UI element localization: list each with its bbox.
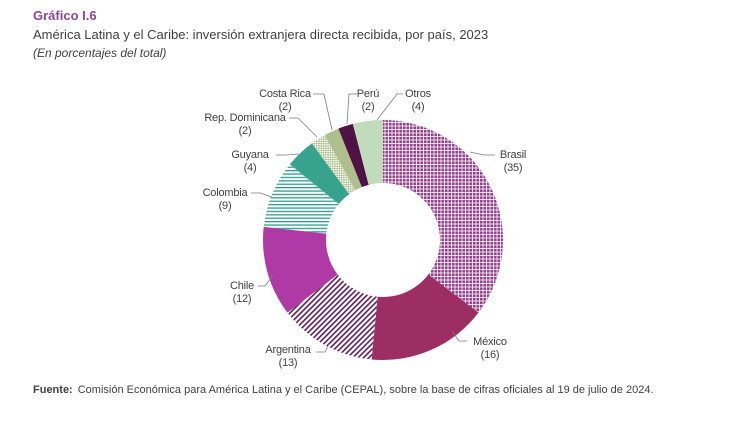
- leader-line-colombia: [251, 192, 273, 198]
- chart-subtitle: (En porcentajes del total): [33, 45, 167, 60]
- slice-mexico: [371, 274, 479, 360]
- slice-brasil: [383, 120, 503, 313]
- source-note: Fuente: Comisión Económica para América L…: [33, 384, 713, 396]
- leader-line-otros: [376, 93, 403, 121]
- label-peru: Perú (2): [357, 88, 380, 113]
- label-rep-dominicana: Rep. Dominicana (2): [204, 112, 286, 137]
- label-guyana: Guyana (4): [231, 149, 269, 174]
- label-chile: Chile (12): [230, 280, 254, 305]
- source-label: Fuente:: [33, 384, 73, 396]
- slice-rep-dominicana: [311, 135, 356, 195]
- leader-line-guyana: [276, 153, 300, 156]
- leader-line-peru: [346, 93, 357, 125]
- leader-line-argentina: [316, 343, 330, 353]
- slice-chile: [262, 226, 338, 313]
- leader-line-rep-dominicana: [289, 117, 318, 138]
- label-argentina: Argentina (13): [265, 344, 311, 369]
- label-colombia: Colombia (9): [203, 187, 249, 212]
- label-mexico: México (16): [473, 336, 507, 361]
- leader-line-mexico: [451, 330, 467, 342]
- slice-peru: [338, 123, 369, 188]
- slice-otros: [352, 120, 383, 185]
- chart-kicker: Gráfico I.6: [33, 8, 97, 23]
- label-costa-rica: Costa Rica (2): [259, 88, 312, 113]
- slice-guyana: [289, 143, 350, 205]
- leader-line-costa-rica: [313, 93, 333, 131]
- leader-line-brasil: [469, 151, 495, 156]
- label-otros: Otros (4): [405, 88, 432, 113]
- slice-colombia: [263, 164, 339, 234]
- source-text: Comisión Económica para América Latina y…: [77, 384, 654, 396]
- label-brasil: Brasil (35): [500, 149, 526, 174]
- chart-header: Gráfico I.6 América Latina y el Caribe: …: [33, 8, 673, 61]
- leader-line-chile: [258, 274, 274, 287]
- slice-argentina: [287, 274, 378, 360]
- slice-costa-rica: [324, 128, 362, 191]
- chart-title: América Latina y el Caribe: inversión ex…: [33, 27, 489, 43]
